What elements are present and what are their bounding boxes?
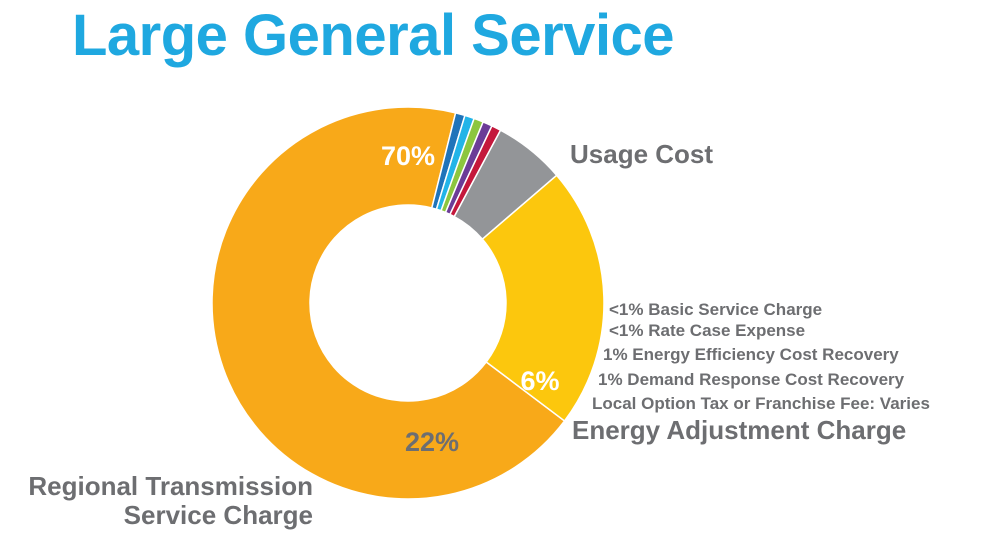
energy-adjustment-label: Energy Adjustment Charge xyxy=(572,415,907,445)
page-title: Large General Service xyxy=(72,3,675,68)
slice-value-label: 70% xyxy=(381,141,435,171)
legend-basic-service-charge: <1% Basic Service Charge xyxy=(609,300,823,319)
legend-rate-case-expense: <1% Rate Case Expense xyxy=(609,321,806,340)
usage-cost-label: Usage Cost xyxy=(570,139,714,169)
slice-value-label: 22% xyxy=(405,427,459,457)
legend-energy-efficiency: 1% Energy Efficiency Cost Recovery xyxy=(603,345,899,364)
slice-value-labels: 70% 6% 22% xyxy=(381,141,560,457)
regional-transmission-label-line1: Regional Transmission xyxy=(28,471,313,501)
slice-usage-cost xyxy=(211,106,566,500)
regional-transmission-label-line2: Service Charge xyxy=(123,499,313,530)
slice-value-label: 6% xyxy=(520,366,559,396)
legend-local-option-tax: Local Option Tax or Franchise Fee: Varie… xyxy=(592,394,930,413)
slice-regional-transmission-service-charge xyxy=(481,174,605,423)
donut-slices xyxy=(211,106,605,500)
regional-transmission-label: Regional Transmission Service Charge xyxy=(28,472,313,529)
legend-demand-response: 1% Demand Response Cost Recovery xyxy=(598,370,905,389)
